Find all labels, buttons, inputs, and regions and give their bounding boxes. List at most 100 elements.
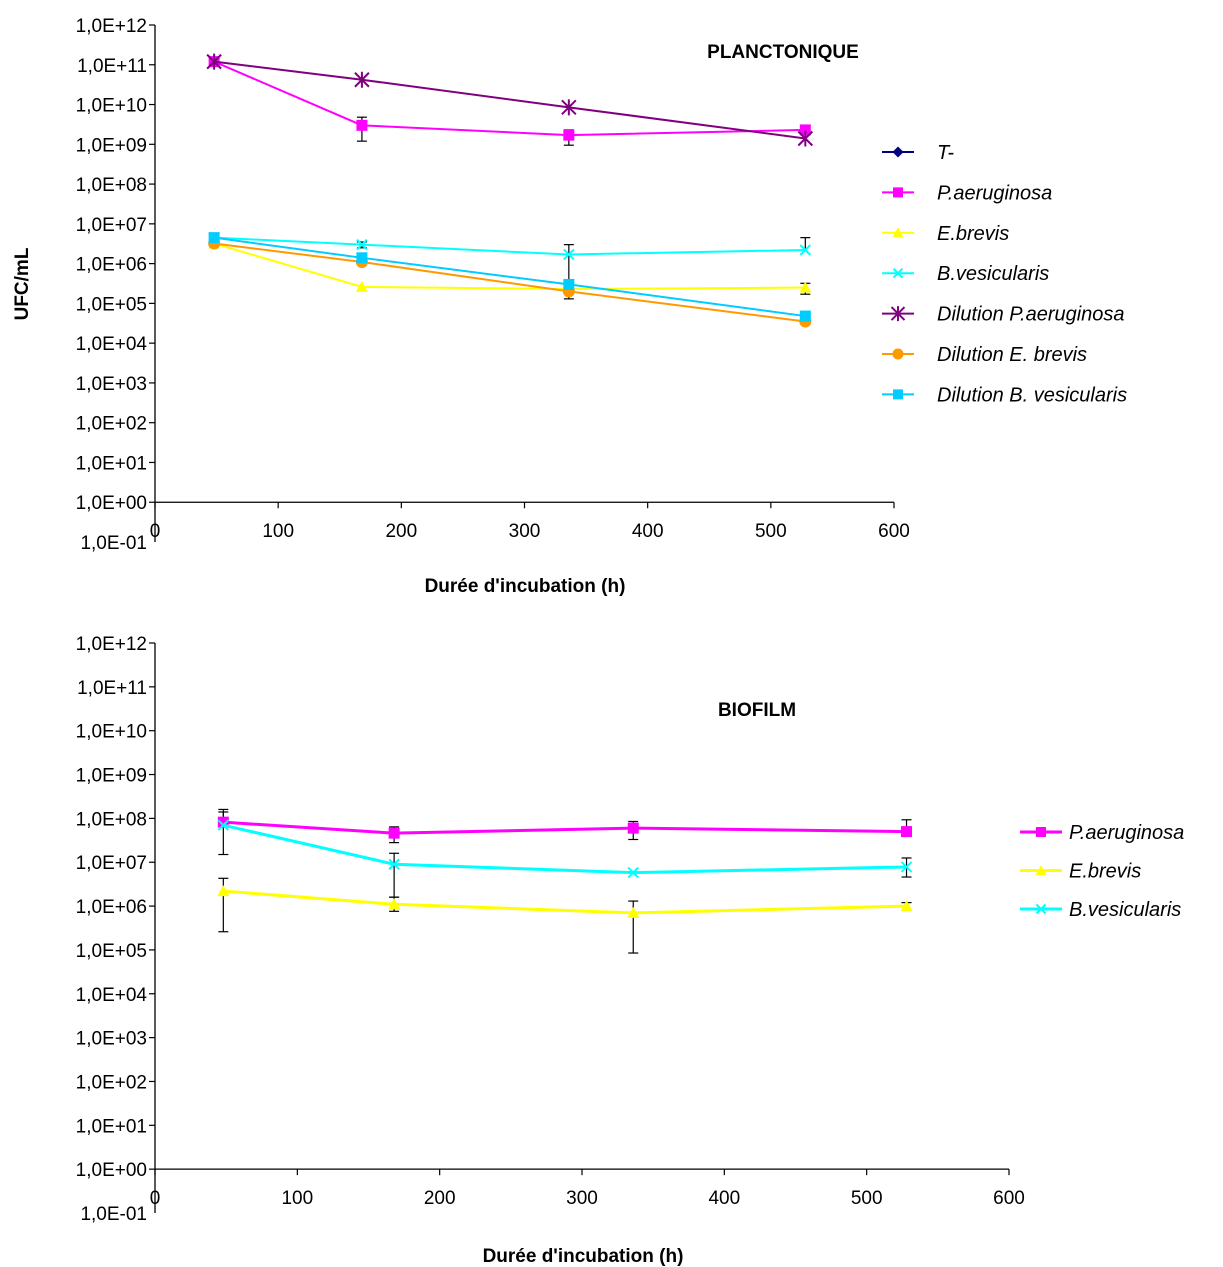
data-point <box>799 310 811 322</box>
data-point <box>356 252 368 264</box>
legend-label: Dilution B. vesicularis <box>937 384 1127 406</box>
data-point <box>354 71 370 88</box>
legend-marker <box>892 348 904 360</box>
y-tick-label: 1,0E+02 <box>76 1072 147 1093</box>
y-tick-label: 1,0E+02 <box>76 414 147 435</box>
data-point <box>627 822 639 834</box>
y-tick-label: 1,0E+09 <box>76 766 147 787</box>
y-tick-label: 1,0E+12 <box>76 16 147 37</box>
y-tick-label: 1,0E+07 <box>76 853 147 874</box>
legend-marker <box>893 187 903 198</box>
y-tick-label: 1,0E+08 <box>76 809 147 830</box>
y-tick-label: 1,0E+01 <box>76 453 147 474</box>
y-tick-label: 1,0E+00 <box>76 493 147 514</box>
series-line <box>213 242 806 323</box>
legend-label: E.brevis <box>1069 861 1141 883</box>
data-point <box>563 278 575 290</box>
legend-label: P.aeruginosa <box>1069 822 1184 844</box>
series-line <box>214 236 806 256</box>
data-point <box>206 53 222 70</box>
chart-planctonique: 1,0E-01 1,0E+00 1,0E+01 1,0E+02 1,0E+03 1,0E+… <box>12 16 1127 597</box>
x-tick-label: 600 <box>878 521 910 542</box>
data-point <box>388 858 400 870</box>
data-point <box>799 244 812 256</box>
y-tick-label: 1,0E+10 <box>76 722 147 743</box>
legend-marker <box>892 146 904 158</box>
y-tick-label: 1,0E+08 <box>76 175 147 196</box>
y-tick-label: 1,0E+10 <box>76 96 147 117</box>
y-tick-label: 1,0E+04 <box>76 985 148 1006</box>
data-point <box>217 816 229 828</box>
data-point <box>563 248 575 261</box>
legend: T- P.aeruginosa E.brevis B.vesicularis Dilut… <box>882 142 1127 406</box>
x-axis-title: Durée d'incubation (h) <box>425 576 626 597</box>
data-point <box>799 281 812 293</box>
y-tick-label: 1,0E+06 <box>76 255 147 276</box>
y-tick-label: 1,0E+07 <box>76 215 147 236</box>
y-tick-label: 1,0E+09 <box>76 135 147 156</box>
y-tick-label: 1,0E+03 <box>76 374 147 395</box>
x-tick-label: 300 <box>566 1188 598 1209</box>
x-tick-label: 400 <box>632 521 664 542</box>
x-tick-label: 500 <box>851 1188 883 1209</box>
data-point <box>797 130 814 147</box>
data-point <box>627 906 640 918</box>
x-tick-label: 200 <box>424 1188 456 1209</box>
data-point <box>217 885 230 897</box>
x-tick-label: 300 <box>509 521 541 542</box>
y-tick-label: 1,0E+00 <box>76 1160 147 1181</box>
chart-biofilm: 1,0E-01 1,0E+00 1,0E+01 1,0E+02 1,0E+03 1,0E+… <box>76 634 1185 1267</box>
x-tick-label: 600 <box>993 1188 1025 1209</box>
x-tick-label: 400 <box>708 1188 740 1209</box>
y-tick-label: 1,0E+03 <box>76 1029 147 1050</box>
data-point <box>388 827 400 839</box>
x-tick-label: 500 <box>755 521 787 542</box>
legend-marker <box>1035 865 1047 875</box>
x-axis-title: Durée d'incubation (h) <box>483 1246 684 1267</box>
legend-label: T- <box>937 142 954 164</box>
x-tick-label: 100 <box>262 521 294 542</box>
series-line <box>222 823 907 875</box>
data-point <box>355 280 368 292</box>
x-tick-label: 0 <box>150 521 161 542</box>
y-tick-label: 1,0E+04 <box>76 334 148 355</box>
data-point <box>217 819 230 831</box>
y-axis-title: UFC/mL <box>12 247 33 320</box>
data-point <box>356 238 368 251</box>
data-point <box>561 99 577 116</box>
chart-title: PLANCTONIQUE <box>707 42 859 63</box>
legend-label: E.brevis <box>937 223 1009 245</box>
y-tick-label: 1,0E+05 <box>76 294 147 315</box>
series-line <box>213 236 806 318</box>
y-tick-label: 1,0E+12 <box>76 634 147 655</box>
data-point <box>356 119 368 131</box>
series-line <box>213 60 806 137</box>
legend-label: P.aeruginosa <box>937 182 1052 204</box>
y-tick-label: 1,0E+11 <box>77 56 147 77</box>
legend: P.aeruginosa E.brevis B.vesicularis <box>1020 822 1184 921</box>
legend-label: B.vesicularis <box>1069 899 1181 921</box>
x-tick-label: 0 <box>150 1188 161 1209</box>
legend-marker <box>890 306 906 322</box>
series-line <box>223 820 907 835</box>
series-line <box>213 242 806 290</box>
legend-marker <box>893 389 903 400</box>
data-point <box>627 866 639 879</box>
legend-marker <box>1036 827 1046 837</box>
y-tick-label: 1,0E+06 <box>76 897 147 918</box>
y-tick-label: 1,0E+11 <box>77 678 147 699</box>
chart-title: BIOFILM <box>718 700 796 721</box>
data-point <box>388 898 401 910</box>
y-tick-label: 1,0E-01 <box>80 533 147 554</box>
legend-label: Dilution P.aeruginosa <box>937 304 1125 326</box>
data-point <box>900 861 913 873</box>
legend-marker <box>892 267 904 279</box>
x-tick-label: 100 <box>281 1188 313 1209</box>
y-tick-label: 1,0E-01 <box>80 1204 147 1225</box>
legend-marker <box>1035 903 1047 915</box>
data-point <box>563 129 575 141</box>
legend-marker <box>892 227 904 238</box>
data-point <box>901 826 913 838</box>
y-tick-label: 1,0E+01 <box>76 1116 147 1137</box>
